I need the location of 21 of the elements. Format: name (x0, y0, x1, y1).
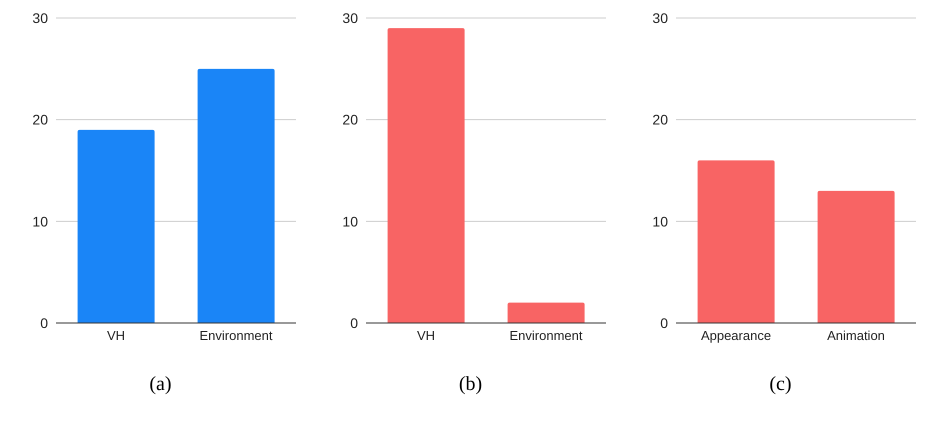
y-tick-label: 10 (652, 213, 668, 230)
x-tick-label: VH (106, 328, 125, 344)
y-tick-label: 10 (342, 213, 358, 230)
y-tick-label: 0 (350, 314, 358, 331)
y-tick-label: 30 (652, 10, 668, 26)
x-tick-label: Appearance (700, 328, 771, 344)
y-tick-label: 10 (32, 213, 48, 230)
x-tick-label: Animation (826, 328, 884, 344)
y-tick-label: 20 (652, 112, 668, 128)
text: (b) (458, 373, 482, 396)
x-tick-label: Environment (199, 328, 272, 344)
y-tick-label: 0 (40, 314, 48, 331)
y-tick-label: 20 (342, 112, 358, 128)
y-tick-label: 0 (660, 314, 668, 331)
y-tick-label: 20 (32, 112, 48, 128)
text: (a) (149, 373, 172, 396)
x-tick-label: Environment (509, 328, 582, 344)
x-tick-label: VH (416, 328, 435, 344)
y-tick-label: 30 (32, 10, 48, 26)
y-tick-label: 30 (342, 10, 358, 26)
text: (c) (769, 373, 792, 396)
